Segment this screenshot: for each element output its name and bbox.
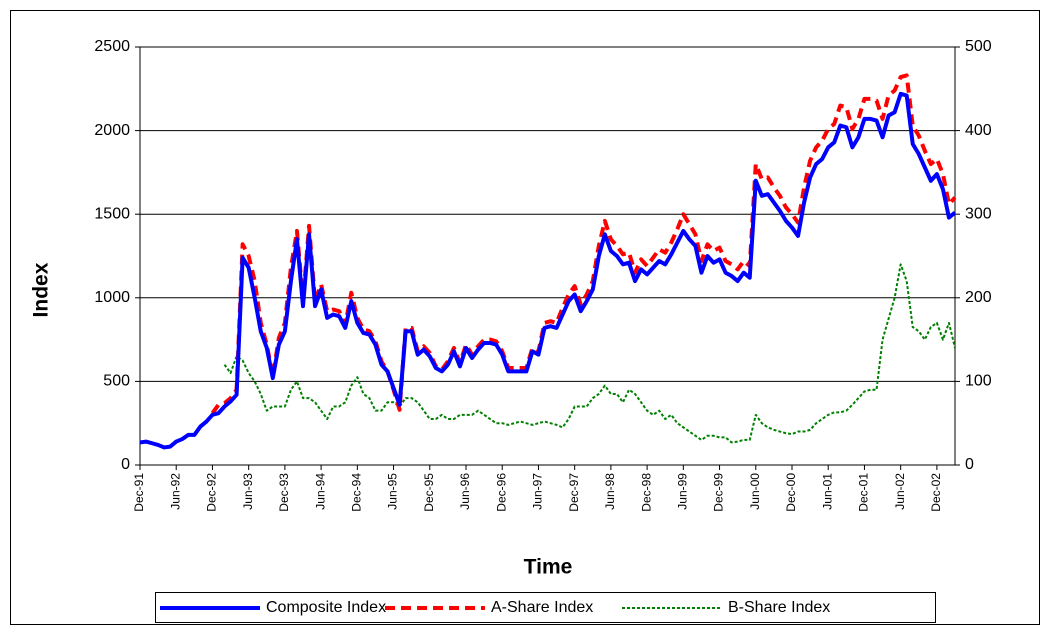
x-tick-label: Dec-00 [784,473,798,512]
y-tick-label: 2500 [94,38,130,55]
y-tick-label: 1000 [94,289,130,306]
x-tick-label: Jun-98 [603,473,617,510]
x-tick-label: Dec-95 [422,473,436,512]
x-tick-label: Dec-97 [567,473,581,512]
x-tick-label: Jun-95 [386,473,400,510]
x-tick-label: Dec-94 [350,473,364,512]
y2-tick-label: 500 [965,38,992,55]
legend-label: A-Share Index [491,599,593,616]
series-line [210,73,957,415]
x-tick-label: Jun-93 [241,473,255,510]
x-tick-label: Dec-91 [132,473,146,512]
x-tick-label: Jun-94 [313,473,327,510]
x-tick-label: Dec-01 [857,473,871,512]
y2-tick-label: 300 [965,205,992,222]
x-tick-label: Dec-92 [205,473,219,512]
y2-tick-label: 400 [965,122,992,139]
x-tick-label: Dec-96 [494,473,508,512]
y-tick-label: 0 [121,456,130,473]
y2-tick-label: 0 [965,456,974,473]
y-tick-label: 500 [103,373,130,390]
x-tick-label: Jun-92 [168,473,182,510]
series-line [223,263,956,444]
x-tick-label: Jun-99 [676,473,690,510]
x-tick-label: Jun-97 [531,473,545,510]
x-axis-title: Time [524,556,573,579]
x-tick-label: Jun-00 [748,473,762,510]
x-tick-label: Dec-93 [277,473,291,512]
legend-box [155,592,936,623]
x-tick-label: Jun-01 [820,473,834,510]
y-tick-label: 2000 [94,122,130,139]
legend-label: Composite Index [266,599,386,616]
y2-tick-label: 100 [965,373,992,390]
x-tick-label: Jun-02 [893,473,907,510]
series-line [139,91,957,450]
y-axis-title: Index [30,262,53,317]
chart-border [10,10,1040,625]
x-tick-label: Jun-96 [458,473,472,510]
x-tick-label: Dec-98 [639,473,653,512]
legend-label: B-Share Index [728,599,830,616]
x-tick-label: Dec-02 [929,473,943,512]
y2-tick-label: 200 [965,289,992,306]
y-tick-label: 1500 [94,205,130,222]
x-tick-label: Dec-99 [712,473,726,512]
